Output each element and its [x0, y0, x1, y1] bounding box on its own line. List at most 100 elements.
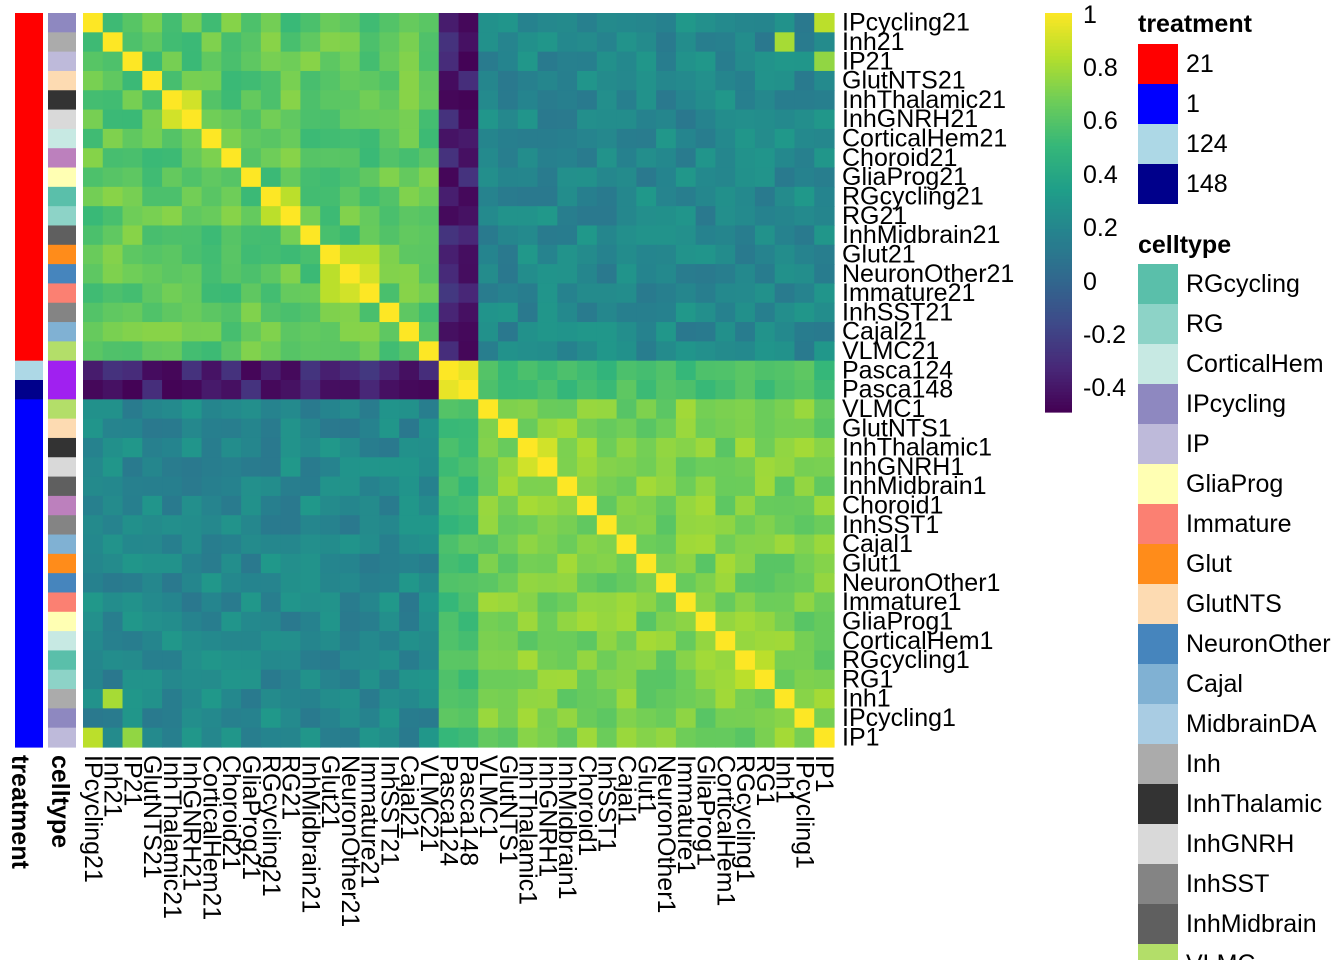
heatmap-cell	[280, 689, 301, 709]
heatmap-cell	[221, 592, 242, 613]
heatmap-cell	[596, 476, 618, 497]
heatmap-cell	[280, 13, 301, 33]
celltype-annotation-cell	[48, 302, 76, 323]
heatmap-cell	[142, 264, 163, 285]
heatmap-cell	[458, 341, 479, 362]
heatmap-cell	[498, 360, 519, 381]
heatmap-cell	[280, 495, 301, 516]
heatmap-cell	[201, 283, 222, 304]
row-label: IP1	[842, 723, 880, 751]
row-annotations	[15, 13, 76, 748]
heatmap-cell	[458, 573, 479, 594]
treatment-annotation-cell	[15, 51, 43, 72]
colorbar-segment	[1045, 255, 1072, 260]
row-label: InhSST21	[842, 298, 953, 326]
heatmap-cell	[201, 264, 222, 285]
heatmap-cell	[122, 437, 143, 458]
heatmap-cell	[399, 70, 420, 91]
heatmap-cell	[636, 206, 657, 227]
heatmap-cell	[458, 515, 479, 536]
heatmap-cell	[636, 495, 657, 516]
colorbar-segment	[1045, 42, 1072, 47]
heatmap-cell	[656, 32, 677, 53]
heatmap-cell	[300, 650, 321, 671]
heatmap-cell	[142, 476, 163, 497]
heatmap-cell	[142, 611, 163, 632]
heatmap-cell	[498, 399, 519, 420]
heatmap-cell	[458, 322, 479, 342]
heatmap-cell	[260, 167, 282, 188]
heatmap-cell	[577, 611, 598, 632]
colorbar-segment	[1045, 229, 1072, 234]
heatmap-cell	[181, 90, 203, 111]
heatmap-cell	[181, 457, 203, 478]
heatmap-cell	[320, 109, 341, 130]
heatmap-cell	[418, 322, 440, 342]
heatmap-cell	[418, 360, 440, 381]
heatmap-cell	[280, 515, 301, 536]
legend-label: RGcycling	[1186, 270, 1300, 298]
heatmap-cell	[715, 283, 736, 304]
heatmap-cell	[794, 186, 815, 207]
heatmap-cell	[636, 399, 657, 420]
colorbar-segment	[1045, 99, 1072, 104]
heatmap-cell	[774, 669, 796, 690]
heatmap-cell	[438, 611, 460, 632]
celltype-annotation-cell	[48, 90, 76, 111]
heatmap-cell	[418, 399, 440, 420]
heatmap-cell	[221, 631, 242, 652]
colorbar-segment	[1045, 152, 1072, 157]
heatmap-cell	[399, 109, 420, 130]
heatmap-cell	[596, 70, 618, 91]
heatmap-cell	[616, 631, 637, 652]
heatmap-cell	[794, 708, 815, 729]
heatmap-cell	[754, 515, 776, 536]
heatmap-cell	[458, 302, 479, 323]
heatmap-cell	[280, 553, 301, 574]
heatmap-cell	[636, 360, 657, 381]
heatmap-cell	[616, 90, 637, 111]
heatmap-cell	[280, 90, 301, 111]
colorbar-tick-label: 0.2	[1083, 214, 1118, 242]
heatmap-cell	[596, 302, 618, 323]
heatmap-cell	[339, 302, 361, 323]
heatmap-cell	[122, 611, 143, 632]
heatmap-cell	[596, 264, 618, 285]
heatmap-cell	[418, 515, 440, 536]
heatmap-cell	[241, 553, 262, 574]
row-labels: IPcycling21Inh21IP21GlutNTS21InhThalamic…	[842, 9, 1014, 752]
heatmap-cell	[221, 186, 242, 207]
heatmap-cell	[379, 380, 400, 400]
treatment-annotation-cell	[15, 322, 43, 342]
heatmap-cell	[102, 341, 124, 362]
heatmap-cell	[577, 631, 598, 652]
heatmap-cell	[715, 399, 736, 420]
heatmap-cell	[221, 322, 242, 342]
annotation-title-celltype: celltype	[46, 755, 74, 848]
heatmap-cell	[102, 495, 124, 516]
heatmap-cell	[339, 148, 361, 169]
heatmap-cell	[300, 148, 321, 169]
heatmap-cell	[359, 631, 381, 652]
heatmap-cell	[675, 90, 697, 111]
heatmap-cell	[814, 148, 835, 169]
column-label: IPcycling21	[79, 755, 107, 883]
heatmap-cell	[596, 457, 618, 478]
heatmap-cell	[478, 708, 499, 729]
colorbar-segment	[1045, 318, 1072, 323]
heatmap-cell	[399, 380, 420, 400]
row-label: InhGNRH21	[842, 105, 978, 133]
heatmap-cell	[83, 244, 104, 265]
heatmap-cell	[774, 244, 796, 265]
heatmap-cell	[735, 148, 756, 169]
heatmap-cell	[517, 264, 539, 285]
heatmap-cell	[201, 708, 222, 729]
heatmap-cell	[754, 225, 776, 246]
column-label: Choroid21	[217, 755, 245, 870]
heatmap-cell	[418, 283, 440, 304]
heatmap-cell	[537, 264, 558, 285]
colorbar-segment	[1045, 159, 1072, 164]
heatmap-cell	[418, 689, 440, 709]
heatmap-cell	[102, 244, 124, 265]
heatmap-cell	[379, 186, 400, 207]
